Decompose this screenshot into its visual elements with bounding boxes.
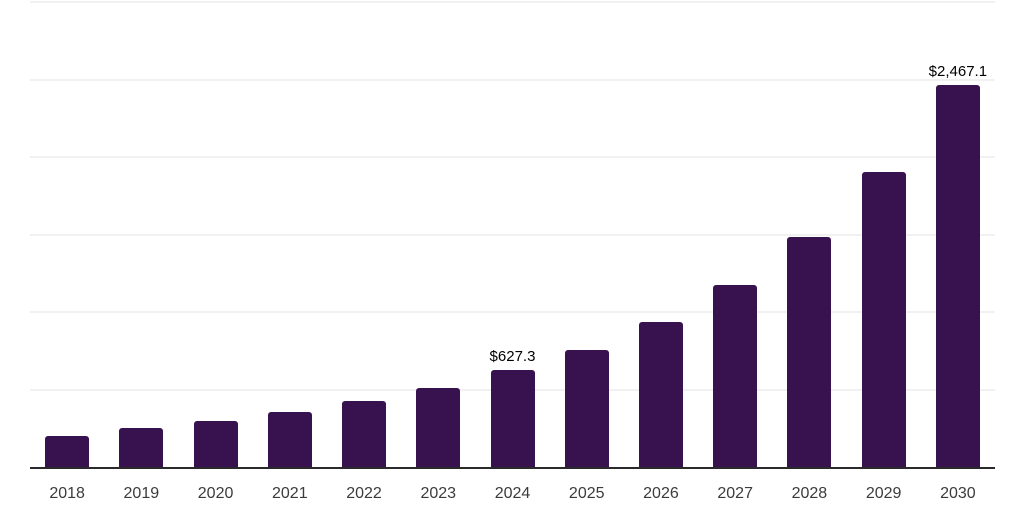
x-tick-2025: 2025 (568, 485, 605, 502)
bar-2022 (342, 401, 387, 467)
bar-2028 (787, 236, 832, 467)
x-tick-2026: 2026 (643, 485, 679, 502)
x-tick-2030: 2030 (940, 485, 976, 502)
x-tick-2022: 2022 (346, 485, 382, 502)
bar-2029 (861, 171, 906, 467)
x-tick-2018: 2018 (49, 485, 85, 502)
bar-2023 (416, 387, 461, 467)
x-axis-line (30, 467, 995, 469)
bar-2019 (119, 428, 164, 467)
x-tick-2024: 2024 (494, 485, 531, 502)
x-tick-2029: 2029 (865, 485, 902, 502)
data-label-2024: $627.3 (489, 347, 536, 365)
x-tick-2019: 2019 (123, 485, 160, 502)
bar-2018 (45, 435, 90, 467)
x-tick-2021: 2021 (272, 485, 308, 502)
gridline-2000 (30, 156, 995, 158)
bar-2020 (193, 420, 238, 467)
x-tick-2027: 2027 (717, 485, 753, 502)
bar-2025 (564, 349, 609, 467)
x-tick-2023: 2023 (420, 485, 457, 502)
bar-2021 (267, 411, 312, 467)
x-tick-2020: 2020 (197, 485, 234, 502)
gridline-3000 (30, 1, 995, 3)
gridline-2500 (30, 78, 995, 81)
gridline-1500 (30, 233, 995, 236)
bar-2030 (935, 84, 980, 467)
gridline-1000 (30, 311, 995, 313)
data-label-2030: $2,467.1 (928, 62, 988, 80)
bar-2027 (713, 285, 758, 467)
bar-2026 (638, 321, 683, 467)
bar-2024 (490, 369, 535, 467)
x-tick-2028: 2028 (791, 485, 828, 502)
